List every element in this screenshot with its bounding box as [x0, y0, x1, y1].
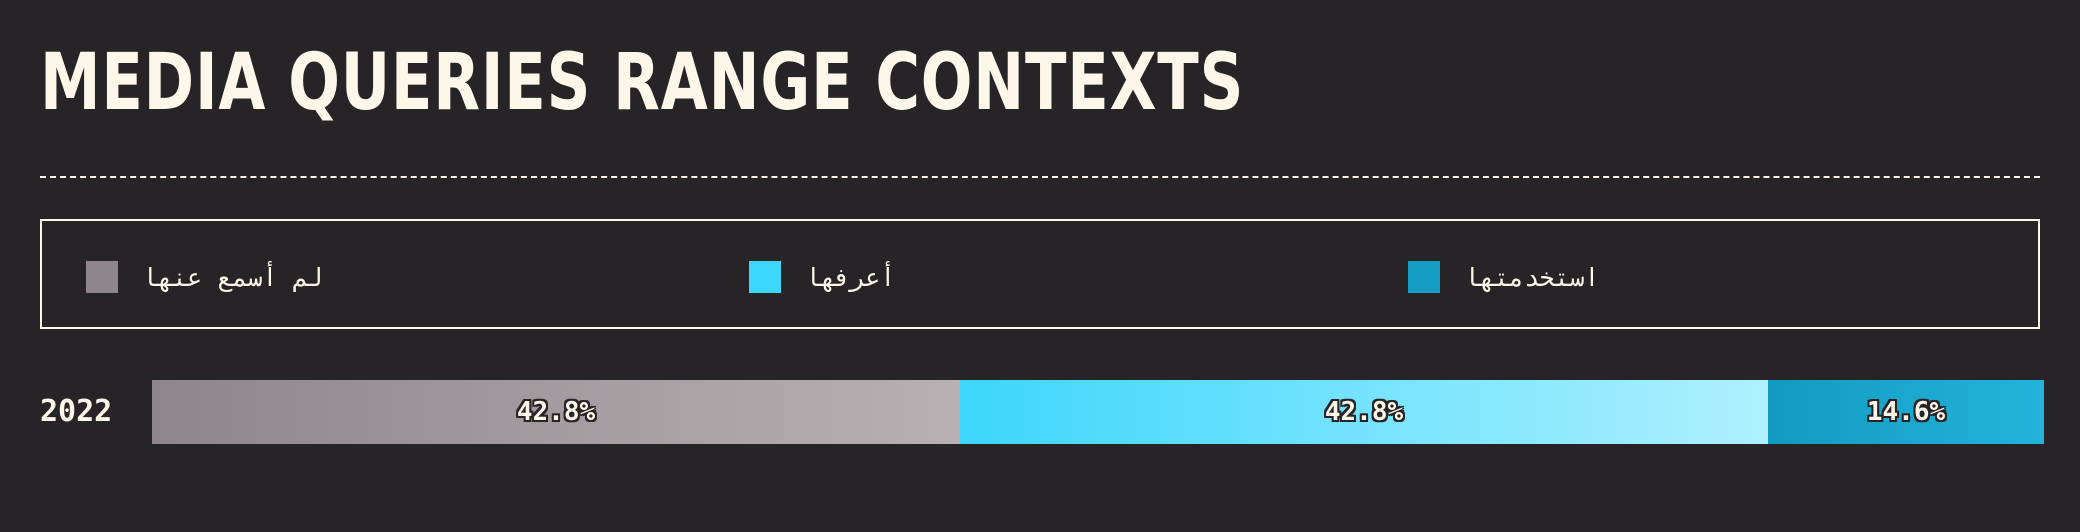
legend-item-used-it[interactable]: استخدمتها: [1408, 261, 1599, 293]
bar-value-label-used-it: 14.6%: [1866, 397, 1946, 427]
bar-value-label-know-it: 42.8%: [1324, 397, 1404, 427]
legend-swatch-never-heard: [86, 261, 118, 293]
legend-item-know-it[interactable]: أعرفها: [749, 261, 895, 293]
legend-label-never-heard: لم أسمع عنها: [142, 262, 323, 292]
bar-value-label-never-heard: 42.8%: [516, 397, 596, 427]
row-label-year: 2022: [40, 394, 113, 429]
bar-segment-know-it[interactable]: 42.8%: [960, 380, 1768, 444]
legend-item-never-heard[interactable]: لم أسمع عنها: [86, 261, 323, 293]
dashed-divider: [40, 176, 2040, 178]
bar-segment-never-heard[interactable]: 42.8%: [152, 380, 960, 444]
bar-row-2022: 2022 42.8% 42.8% 14.6%: [40, 380, 2044, 444]
legend: لم أسمع عنها أعرفها استخدمتها: [40, 219, 2040, 329]
stacked-bar: 42.8% 42.8% 14.6%: [152, 380, 2044, 444]
legend-swatch-used-it: [1408, 261, 1440, 293]
chart-title: MEDIA QUERIES RANGE CONTEXTS: [40, 38, 1245, 128]
bar-segment-used-it[interactable]: 14.6%: [1768, 380, 2044, 444]
legend-label-used-it: استخدمتها: [1464, 262, 1600, 292]
legend-label-know-it: أعرفها: [805, 262, 896, 292]
legend-swatch-know-it: [749, 261, 781, 293]
